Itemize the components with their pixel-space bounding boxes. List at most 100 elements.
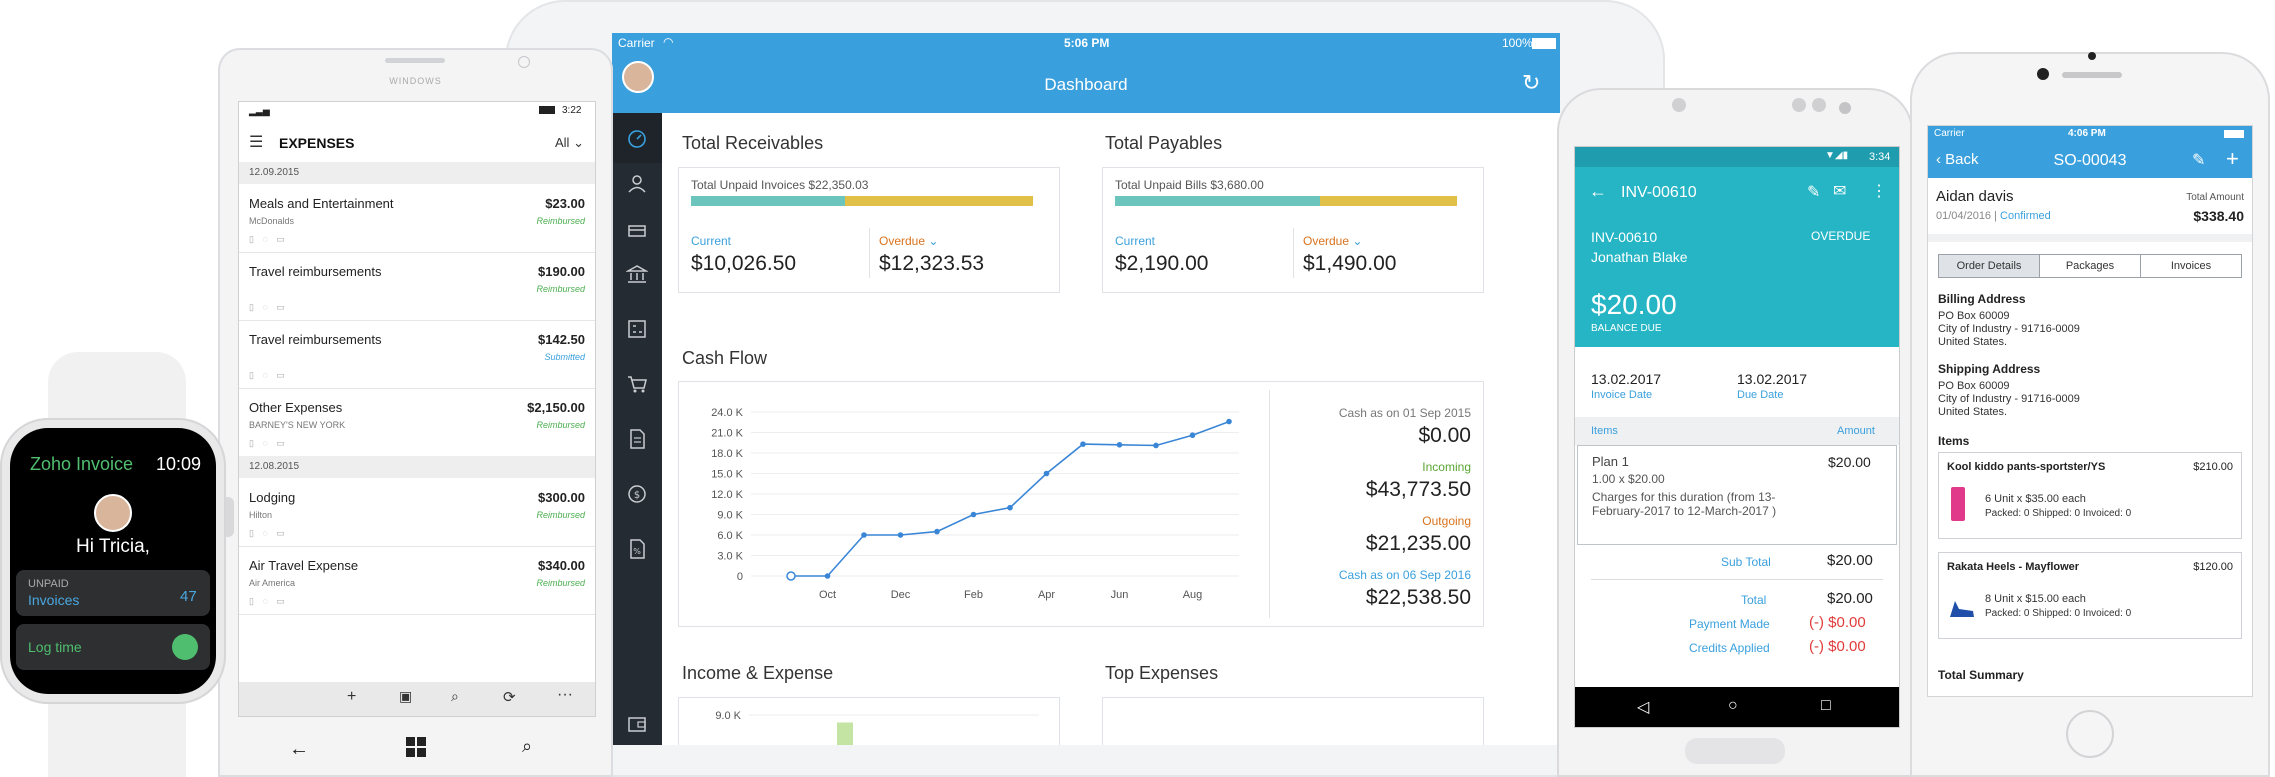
customer-icon[interactable]: [626, 173, 648, 195]
cashflow-series-line: [791, 420, 1230, 577]
estimate-icon[interactable]: [626, 318, 648, 340]
image-icon[interactable]: ▣: [399, 688, 413, 704]
windows-start-icon[interactable]: [406, 737, 426, 757]
recents-square-icon[interactable]: □: [1821, 697, 1831, 714]
items-basket-icon[interactable]: [626, 218, 648, 240]
y-tick-label: 15.0 K: [711, 469, 743, 481]
subtotal-value: $20.00: [1827, 552, 1873, 569]
wallet-icon[interactable]: [626, 713, 648, 735]
data-point[interactable]: [1226, 418, 1232, 425]
line-item[interactable]: Plan 1 $20.00 1.00 x $20.00 Charges for …: [1577, 445, 1897, 545]
data-point[interactable]: [897, 532, 904, 538]
bank-icon[interactable]: [626, 263, 648, 285]
list-item[interactable]: Travel reimbursements $190.00 Reimbursed ▯ …: [239, 252, 595, 321]
filter-value: All: [555, 135, 570, 150]
payment-made-value: (-) $0.00: [1809, 614, 1866, 631]
item-amount: $20.00: [1828, 454, 1871, 470]
dashboard-icon[interactable]: [626, 128, 648, 150]
order-item[interactable]: Rakata Heels - Mayflower $120.00 8 Unit …: [1938, 552, 2242, 639]
data-point[interactable]: [970, 511, 977, 518]
sensor: [2088, 52, 2096, 60]
list-item[interactable]: Travel reimbursements $142.50 Submitted ▯ ◌…: [239, 320, 595, 389]
list-item[interactable]: Meals and Entertainment McDonalds $23.00 Re…: [239, 184, 595, 253]
android-status-bar: ▼◢▮ 3:34: [1575, 147, 1899, 167]
avatar[interactable]: [622, 61, 654, 93]
back-icon[interactable]: ←: [289, 738, 309, 760]
tab-invoices[interactable]: Invoices: [2170, 260, 2212, 272]
battery-icon: [539, 106, 555, 114]
items-label: Items: [1591, 425, 1618, 437]
expense-icon[interactable]: %: [626, 538, 648, 560]
log-time-tile[interactable]: Log time: [16, 624, 210, 670]
more-icon[interactable]: ⋮: [1871, 183, 1887, 200]
status-time: 4:06 PM: [2068, 128, 2106, 139]
income-expense-chart[interactable]: 9.0 K8.0 K7.0 K: [679, 698, 1059, 745]
more-icon[interactable]: ···: [557, 686, 573, 703]
top-expenses-card: [1102, 697, 1484, 745]
receivables-overdue-label[interactable]: Overdue ⌄: [879, 234, 938, 248]
cashflow-chart[interactable]: 24.0 K 21.0 K 18.0 K 15.0 K 12.0 K 9.0 K 6.0 K…: [679, 382, 1279, 626]
total-amount-label: Total Amount: [2186, 192, 2244, 203]
order-item[interactable]: Kool kiddo pants-sportster/YS $210.00 6 …: [1938, 452, 2242, 539]
balance-label: BALANCE DUE: [1591, 323, 1662, 334]
back-triangle-icon[interactable]: ◁: [1637, 699, 1650, 716]
add-icon[interactable]: +: [2226, 146, 2239, 171]
speaker-grille: [2062, 72, 2122, 78]
expense-title: Other Expenses: [249, 400, 343, 415]
x-tick-label: Apr: [1038, 589, 1055, 601]
edit-icon[interactable]: ✎: [1807, 184, 1821, 201]
watch-greeting: Hi Tricia,: [76, 536, 150, 557]
data-point[interactable]: [824, 573, 831, 579]
win-tile: [417, 737, 426, 746]
data-point[interactable]: [1116, 442, 1123, 448]
tab-packages[interactable]: Packages: [2040, 255, 2141, 277]
refresh-icon[interactable]: ↻: [1522, 70, 1541, 95]
data-point[interactable]: [786, 571, 796, 581]
add-icon[interactable]: +: [347, 688, 357, 705]
bar[interactable]: [837, 722, 853, 746]
data-point[interactable]: [1189, 432, 1196, 439]
list-item[interactable]: Lodging Hilton $300.00 Reimbursed ▯ ◌ ▭: [239, 478, 595, 547]
home-circle-icon[interactable]: ○: [1728, 697, 1738, 714]
speaker-grille: [1685, 738, 1785, 764]
receivables-current-fill: [691, 196, 845, 206]
win-tile: [417, 748, 426, 757]
search-icon[interactable]: ⌕: [451, 688, 459, 704]
data-point[interactable]: [1080, 441, 1086, 447]
data-point[interactable]: [861, 532, 867, 538]
back-button[interactable]: ‹ Back: [1936, 151, 1979, 168]
data-point[interactable]: [1043, 470, 1050, 477]
data-point[interactable]: [934, 528, 940, 535]
invoice-date-label: Invoice Date: [1591, 389, 1653, 401]
search-icon[interactable]: ⌕: [522, 736, 533, 756]
payables-card[interactable]: Total Unpaid Bills $3,680.00 Current $2,…: [1102, 167, 1484, 293]
windows-phone-screen: ▂▃▅ 3:22 ☰ EXPENSES All ⌄ 12.09.2015 Meal…: [239, 102, 595, 716]
date-group-header: 12.08.2015: [239, 456, 595, 478]
unpaid-invoices-tile[interactable]: UNPAID Invoices 47: [16, 570, 210, 616]
invoice-icon[interactable]: [626, 428, 648, 450]
payment-icon[interactable]: $: [626, 483, 648, 505]
battery-icon: [1532, 38, 1556, 49]
cash-incoming-label: Incoming: [1422, 460, 1471, 474]
mail-icon[interactable]: ✉: [1833, 183, 1847, 200]
data-point[interactable]: [1153, 442, 1159, 449]
receivables-card[interactable]: Total Unpaid Invoices $22,350.03 Current…: [678, 167, 1060, 293]
home-button[interactable]: [2066, 710, 2114, 758]
android-nav-bar: ◁ ○ □: [1575, 687, 1899, 727]
sync-icon[interactable]: ⟳: [503, 689, 516, 706]
data-point[interactable]: [1007, 504, 1013, 511]
hamburger-menu-icon[interactable]: ☰: [249, 134, 264, 151]
list-item[interactable]: Air Travel Expense Air America $340.00 Reim…: [239, 546, 595, 615]
win-header: ☰ EXPENSES All ⌄: [239, 122, 595, 162]
list-item[interactable]: Other Expenses BARNEY'S NEW YORK $2,150.00…: [239, 388, 595, 457]
filter-dropdown[interactable]: All ⌄: [555, 135, 584, 151]
back-arrow-icon[interactable]: ←: [1589, 181, 1607, 201]
payables-overdue-label[interactable]: Overdue ⌄: [1303, 234, 1362, 248]
tab-order-details[interactable]: Order Details: [1939, 255, 2040, 277]
brand-label: WINDOWS: [389, 76, 442, 86]
cart-icon[interactable]: [626, 373, 648, 395]
item-qty: 1.00 x $20.00: [1592, 472, 1665, 486]
edit-icon[interactable]: ✎: [2192, 152, 2206, 169]
cash-outgoing-value: $21,235.00: [1365, 532, 1471, 555]
due-date-label: Due Date: [1737, 389, 1784, 401]
